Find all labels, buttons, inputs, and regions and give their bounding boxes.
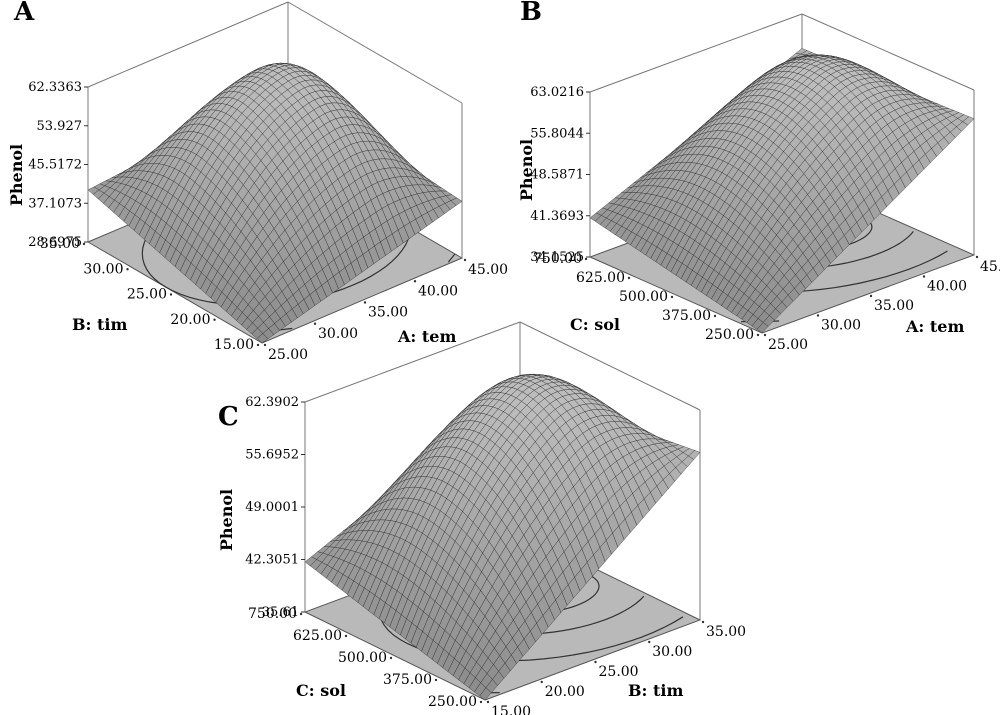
- panel-a: 62.3363 53.927 45.5172 37.1073 28.6975 Phenol…: [7, 0, 508, 363]
- x-tick-label: 40.00: [927, 279, 967, 295]
- y-tick-label: 15.00: [214, 337, 254, 353]
- y-tick-mark: [169, 293, 173, 296]
- y-tick-label: 750.00: [533, 251, 582, 267]
- y-tick-label: 35.00: [40, 236, 80, 252]
- y-tick-mark: [82, 242, 86, 246]
- x-axis-label: A: tem: [397, 327, 456, 346]
- x-tick-label: 35.00: [874, 298, 914, 314]
- frame-edge: [801, 13, 975, 91]
- x-tick-mark: [701, 620, 705, 624]
- x-tick-label: 15.00: [491, 704, 531, 715]
- x-tick-mark: [540, 680, 543, 684]
- x-axis-label: A: tem: [905, 317, 964, 336]
- panel-c: 62.390255.695249.000142.305135.61Phenol1…: [217, 321, 746, 715]
- panel-b: 63.021655.804448.587141.369334.1525Pheno…: [517, 0, 1000, 353]
- x-tick-label: 25.00: [268, 347, 308, 363]
- x-tick-label: 20.00: [545, 684, 585, 700]
- x-tick-mark: [922, 275, 926, 278]
- y-tick-mark: [389, 656, 393, 660]
- panel-label: A: [13, 0, 35, 27]
- y-tick-mark: [344, 634, 348, 638]
- y-tick-mark: [479, 700, 483, 704]
- z-tick-label: 45.5172: [28, 158, 82, 173]
- z-tick-label: 41.3693: [530, 209, 584, 224]
- y-tick-label: 500.00: [338, 650, 387, 666]
- x-tick-mark: [313, 322, 317, 325]
- panel-label: B: [520, 0, 542, 27]
- surface-mesh: [87, 62, 463, 344]
- panel-label: C: [218, 402, 239, 432]
- y-tick-label: 250.00: [705, 327, 754, 343]
- z-tick-label: 37.1073: [28, 196, 82, 211]
- y-tick-mark: [584, 257, 588, 261]
- x-tick-mark: [463, 258, 467, 262]
- x-tick-label: 25.00: [768, 337, 808, 353]
- y-tick-label: 750.00: [248, 606, 297, 622]
- x-tick-mark: [816, 314, 820, 317]
- y-axis-label: C: sol: [570, 315, 620, 334]
- x-tick-mark: [363, 301, 367, 304]
- y-tick-label: 625.00: [576, 270, 625, 286]
- y-tick-label: 500.00: [619, 289, 668, 305]
- x-tick-mark: [486, 700, 490, 704]
- y-tick-label: 25.00: [127, 287, 167, 303]
- y-tick-label: 20.00: [170, 312, 210, 328]
- frame-edge: [287, 1, 463, 104]
- x-tick-label: 40.00: [418, 283, 458, 299]
- z-tick-label: 55.6952: [245, 448, 299, 463]
- x-tick-label: 45.00: [468, 262, 508, 278]
- surface-cell: [256, 333, 269, 344]
- x-tick-mark: [648, 640, 651, 644]
- z-tick-label: 62.3902: [245, 395, 299, 410]
- y-tick-mark: [713, 314, 717, 318]
- frame-edge: [87, 1, 289, 88]
- z-axis-label: Phenol: [517, 139, 536, 201]
- y-tick-mark: [434, 678, 438, 682]
- y-axis-label: B: tim: [72, 315, 127, 334]
- z-axis-label: Phenol: [217, 489, 236, 551]
- y-tick-mark: [670, 295, 674, 299]
- z-axis-label: Phenol: [7, 144, 26, 206]
- x-tick-label: 35.00: [368, 305, 408, 321]
- y-tick-label: 375.00: [383, 672, 432, 688]
- z-tick-label: 49.0001: [245, 500, 299, 515]
- y-tick-label: 30.00: [83, 261, 123, 277]
- x-axis-label: B: tim: [628, 681, 683, 700]
- z-tick-label: 62.3363: [28, 80, 82, 95]
- y-tick-mark: [213, 318, 216, 321]
- z-tick-label: 55.8044: [530, 126, 584, 141]
- z-tick-label: 28.6975: [28, 235, 82, 250]
- y-tick-mark: [627, 276, 631, 280]
- surface-mesh: [589, 48, 975, 333]
- y-tick-label: 250.00: [428, 694, 477, 710]
- x-tick-label: 30.00: [821, 318, 861, 334]
- z-tick-label: 63.0216: [530, 85, 584, 100]
- x-tick-mark: [763, 333, 767, 337]
- z-tick-label: 42.3051: [245, 553, 299, 568]
- x-tick-label: 30.00: [652, 644, 692, 660]
- x-tick-label: 25.00: [599, 664, 639, 680]
- x-tick-mark: [975, 255, 979, 259]
- x-tick-mark: [413, 280, 417, 283]
- y-tick-mark: [126, 268, 129, 271]
- frame-edge: [589, 13, 803, 93]
- y-axis-label: C: sol: [296, 681, 346, 700]
- z-tick-label: 48.5871: [530, 168, 584, 183]
- x-tick-mark: [263, 343, 267, 347]
- y-tick-label: 625.00: [293, 628, 342, 644]
- x-tick-label: 35.00: [706, 624, 746, 640]
- y-tick-mark: [299, 612, 303, 616]
- x-tick-mark: [869, 294, 873, 298]
- x-tick-label: 30.00: [318, 326, 358, 342]
- y-tick-mark: [256, 343, 260, 347]
- z-tick-label: 53.927: [37, 119, 83, 134]
- y-tick-label: 375.00: [662, 308, 711, 324]
- y-tick-mark: [756, 333, 760, 337]
- x-tick-mark: [594, 660, 597, 664]
- x-tick-label: 45.00: [980, 259, 1000, 275]
